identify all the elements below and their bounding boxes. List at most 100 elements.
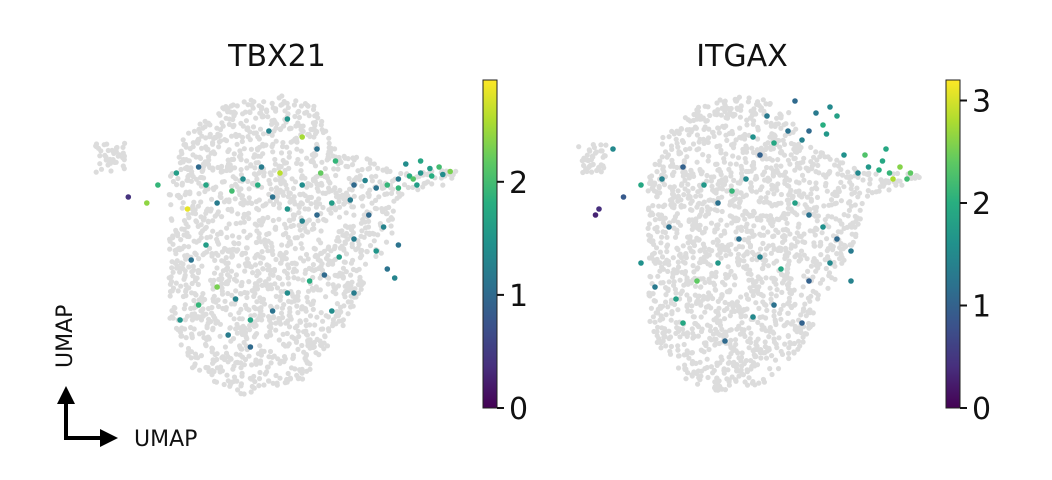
background-cell — [695, 324, 702, 330]
background-cell — [267, 348, 274, 355]
background-cell — [760, 172, 766, 178]
background-cell — [319, 261, 325, 267]
background-cell — [256, 235, 262, 241]
expression-point — [299, 182, 306, 188]
background-cell — [322, 333, 328, 339]
background-cell — [300, 277, 306, 283]
background-cell — [671, 218, 677, 224]
background-cell — [292, 201, 298, 207]
background-cell — [790, 193, 796, 199]
background-cell — [232, 196, 238, 202]
background-cell — [705, 104, 711, 110]
background-cell — [773, 121, 779, 127]
background-cell — [658, 240, 664, 246]
expression-point — [638, 260, 644, 266]
background-cell — [388, 215, 394, 221]
background-cell — [219, 167, 225, 173]
background-cell — [388, 190, 395, 196]
background-cell — [198, 155, 204, 161]
background-cell — [675, 219, 681, 225]
background-cell — [816, 170, 822, 176]
colorbar-tick-label: 1 — [509, 279, 528, 314]
background-cell — [257, 308, 263, 314]
background-cell — [759, 322, 765, 328]
background-cell — [914, 173, 920, 179]
background-cell — [769, 353, 775, 359]
background-cell — [755, 319, 761, 325]
background-cell — [168, 278, 175, 285]
background-cell — [750, 213, 756, 219]
background-cell — [190, 144, 196, 150]
background-cell — [390, 208, 396, 214]
background-cell — [283, 182, 289, 188]
background-cell — [769, 157, 776, 163]
background-cell — [850, 220, 856, 226]
background-cell — [665, 288, 671, 294]
background-cell — [191, 326, 197, 332]
background-cell — [774, 115, 780, 121]
background-cell — [234, 103, 240, 109]
background-cell — [296, 222, 302, 228]
background-cell — [797, 165, 803, 171]
background-cell — [782, 169, 789, 175]
background-cell — [283, 256, 289, 262]
background-cell — [646, 255, 653, 261]
background-cell — [234, 183, 240, 190]
background-cell — [786, 345, 792, 351]
background-cell — [659, 254, 666, 260]
background-cell — [244, 158, 250, 164]
expression-point — [247, 344, 254, 350]
background-cell — [772, 317, 778, 323]
background-cell — [721, 104, 727, 111]
background-cell — [367, 243, 374, 249]
background-cell — [732, 337, 739, 343]
background-cell — [666, 279, 672, 285]
background-cell — [817, 261, 823, 267]
background-cell — [227, 325, 233, 331]
background-cell — [668, 317, 674, 323]
background-cell — [660, 134, 666, 141]
background-cell — [339, 228, 345, 234]
background-cell — [320, 318, 326, 324]
background-cell — [771, 336, 777, 342]
background-cell — [710, 129, 716, 136]
background-cell — [776, 335, 782, 341]
background-cell — [757, 246, 764, 252]
background-cell — [598, 148, 604, 154]
background-cell — [239, 279, 245, 286]
background-cell — [770, 219, 776, 225]
background-cell — [709, 270, 715, 276]
background-cell — [198, 199, 204, 205]
background-cell — [257, 369, 263, 376]
background-cell — [790, 319, 796, 325]
background-cell — [206, 316, 212, 322]
background-cell — [246, 210, 252, 216]
background-cell — [318, 240, 324, 246]
background-cell — [688, 207, 694, 213]
colorbar-tick-label: 3 — [972, 85, 991, 120]
background-cell — [233, 131, 239, 138]
background-cell — [349, 204, 355, 210]
background-cell — [289, 334, 295, 340]
background-cell — [685, 240, 691, 246]
expression-point — [395, 242, 402, 248]
background-cell — [319, 250, 325, 256]
background-cell — [684, 303, 690, 310]
background-cell — [692, 283, 699, 289]
background-cell — [281, 302, 287, 308]
background-cell — [801, 210, 807, 216]
expression-point — [247, 317, 254, 323]
background-cell — [767, 285, 773, 291]
expression-point — [862, 152, 868, 158]
background-cell — [122, 140, 128, 146]
background-cell — [824, 188, 830, 194]
background-cell — [733, 229, 739, 235]
background-cell — [822, 257, 828, 263]
background-cell — [190, 210, 196, 216]
background-cell — [199, 263, 205, 269]
background-cell — [790, 121, 796, 127]
background-cell — [886, 187, 892, 193]
background-cell — [777, 310, 783, 316]
